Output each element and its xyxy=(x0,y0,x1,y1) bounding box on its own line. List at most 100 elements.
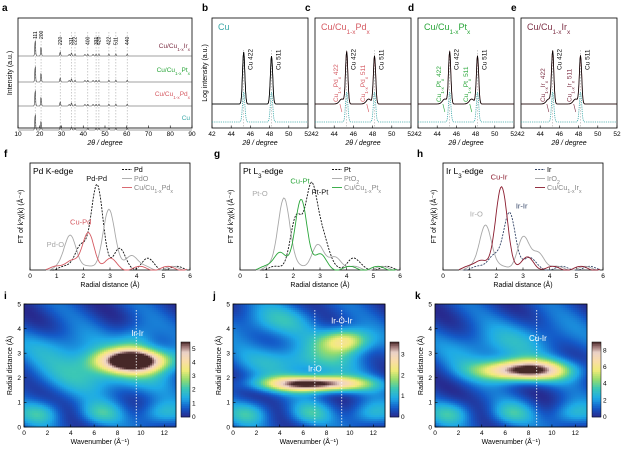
heatmap-cell xyxy=(44,309,47,313)
heatmap-cell xyxy=(34,399,37,402)
heatmap-cell xyxy=(48,359,51,362)
heatmap-cell xyxy=(68,373,71,376)
heatmap-cell xyxy=(62,373,65,376)
heatmap-cell xyxy=(62,379,65,382)
heatmap-cell xyxy=(60,397,63,400)
heatmap-cell xyxy=(30,425,33,428)
heatmap-cell xyxy=(52,379,55,382)
heatmap-cell xyxy=(62,341,65,345)
heatmap-cell xyxy=(66,304,69,307)
heatmap-cell xyxy=(64,375,67,378)
heatmap-cell xyxy=(50,399,53,402)
heatmap-cell xyxy=(66,331,69,335)
heatmap-cell xyxy=(32,351,35,354)
heatmap-cell xyxy=(42,397,45,400)
heatmap-cell xyxy=(38,407,41,410)
heatmap-cell xyxy=(56,304,59,307)
heatmap-cell xyxy=(28,415,31,418)
heatmap-cell xyxy=(46,327,49,331)
hkl-label: 331 xyxy=(94,36,100,45)
heatmap-cell xyxy=(52,341,55,345)
heatmap-cell xyxy=(32,347,35,351)
heatmap-cell xyxy=(64,305,67,309)
heatmap-cell xyxy=(64,395,67,398)
heatmap-cell xyxy=(28,371,31,374)
heatmap-cell xyxy=(26,363,29,366)
heatmap-cell xyxy=(38,425,41,428)
heatmap-cell xyxy=(36,321,39,325)
heatmap-cell xyxy=(44,407,47,410)
heatmap-cell xyxy=(58,317,61,321)
heatmap-cell xyxy=(30,347,33,351)
heatmap-cell xyxy=(64,313,67,317)
heatmap-cell xyxy=(68,304,71,307)
heatmap-cell xyxy=(64,349,67,353)
heatmap-cell xyxy=(26,329,29,333)
heatmap-cell xyxy=(30,397,33,400)
heatmap-cell xyxy=(48,343,51,347)
x-tick-label-h: 0 xyxy=(441,273,445,280)
heatmap-cell xyxy=(60,367,63,370)
x-tick-label-g: 1 xyxy=(265,273,269,280)
heatmap-cell xyxy=(32,307,35,311)
heatmap-cell xyxy=(40,355,43,358)
x-tick-label-h: 1 xyxy=(468,273,472,280)
heatmap-cell xyxy=(52,335,55,339)
heatmap-cell xyxy=(32,413,35,416)
heatmap-cell xyxy=(30,349,33,353)
heatmap-cell xyxy=(50,377,53,380)
heatmap-cell xyxy=(60,333,63,337)
heatmap-cell xyxy=(46,377,49,380)
heatmap-cell xyxy=(30,357,33,360)
heatmap-cell xyxy=(32,369,35,372)
heatmap-cell xyxy=(56,405,59,408)
heatmap-cell xyxy=(24,347,27,351)
heatmap-cell xyxy=(62,417,65,420)
legend-label-g: Cu/Cu1-xPtx xyxy=(344,183,381,195)
heatmap-cell xyxy=(44,389,47,392)
heatmap-cell xyxy=(24,375,27,378)
heatmap-cell xyxy=(26,371,29,374)
heatmap-cell xyxy=(56,425,59,428)
heatmap-cell xyxy=(42,405,45,408)
heatmap-cell xyxy=(26,367,29,370)
heatmap-cell xyxy=(56,331,59,335)
heatmap-cell xyxy=(24,371,27,374)
heatmap-cell xyxy=(58,327,61,331)
heatmap-cell xyxy=(28,407,31,410)
heatmap-cell xyxy=(42,419,45,422)
heatmap-cell xyxy=(34,313,37,317)
legend-label-g: Pt xyxy=(344,165,351,174)
heatmap-cell xyxy=(66,377,69,380)
heatmap-cell xyxy=(50,323,53,327)
heatmap-cell xyxy=(38,369,41,372)
heatmap-cell xyxy=(26,399,29,402)
heatmap-cell xyxy=(58,393,61,396)
heatmap-cell xyxy=(40,387,43,390)
heatmap-cell xyxy=(32,343,35,347)
heatmap-cell xyxy=(66,401,69,404)
x-tick-label-b: 42 xyxy=(208,131,216,138)
heatmap-cell xyxy=(30,337,33,341)
heatmap-cell xyxy=(26,419,29,422)
heatmap-cell xyxy=(28,357,31,360)
heatmap-cell xyxy=(52,325,55,329)
heatmap-cell xyxy=(28,345,31,349)
heatmap-cell xyxy=(42,365,45,368)
heatmap-cell xyxy=(60,313,63,317)
heatmap-cell xyxy=(52,317,55,321)
heatmap-cell xyxy=(58,337,61,341)
heatmap-cell xyxy=(70,373,73,376)
heatmap-cell xyxy=(28,341,31,345)
heatmap-cell xyxy=(54,391,57,394)
heatmap-cell xyxy=(36,367,39,370)
heatmap-cell xyxy=(26,321,29,325)
heatmap-cell xyxy=(44,319,47,323)
heatmap-cell xyxy=(46,353,49,356)
heatmap-cell xyxy=(48,411,51,414)
heatmap-cell xyxy=(32,371,35,374)
heatmap-cell xyxy=(28,349,31,353)
heatmap-cell xyxy=(68,343,71,347)
heatmap-cell xyxy=(44,415,47,418)
